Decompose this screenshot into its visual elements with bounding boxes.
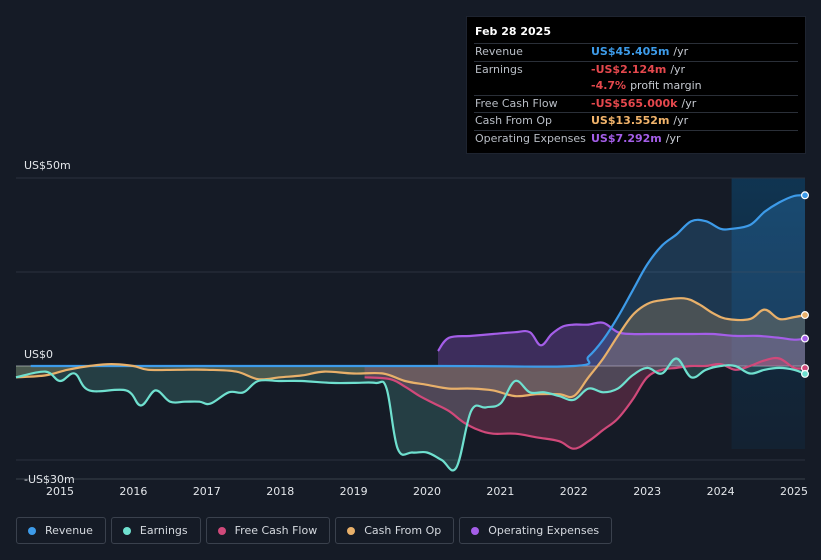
x-tick-label: 2025 bbox=[780, 485, 808, 498]
area-revenue bbox=[30, 195, 805, 367]
legend-dot-icon bbox=[28, 526, 36, 535]
legend-dot-icon bbox=[347, 526, 356, 535]
tooltip-label: Revenue bbox=[475, 45, 523, 58]
y-axis-label: -US$30m bbox=[24, 473, 75, 486]
line-revenue bbox=[30, 194, 806, 368]
x-tick-label: 2017 bbox=[193, 485, 221, 498]
endpoint-operating-expenses bbox=[800, 334, 809, 343]
line-operating-expenses bbox=[437, 321, 806, 352]
legend-label: Revenue bbox=[45, 524, 93, 537]
x-tick-label: 2023 bbox=[633, 485, 661, 498]
area-cash-from-op bbox=[16, 298, 805, 398]
area-free-cash-flow bbox=[364, 358, 805, 449]
x-tick-label: 2020 bbox=[413, 485, 441, 498]
x-tick-label: 2019 bbox=[340, 485, 368, 498]
tooltip-unit: profit margin bbox=[630, 79, 702, 92]
tooltip-unit: /yr bbox=[670, 62, 686, 76]
tooltip-row-cash-from-op: Cash From Op US$13.552m /yr bbox=[474, 112, 798, 130]
data-tooltip: Feb 28 2025 Revenue US$45.405m /yr Earni… bbox=[466, 16, 806, 154]
legend-dot-icon bbox=[122, 526, 131, 535]
line-cash-from-op bbox=[15, 297, 806, 399]
tooltip-value: US$13.552m bbox=[591, 114, 670, 127]
tooltip-value: -4.7% bbox=[591, 79, 627, 92]
tooltip-unit: /yr bbox=[665, 131, 681, 145]
tooltip-label: Cash From Op bbox=[475, 114, 553, 127]
endpoint-earnings bbox=[800, 369, 809, 378]
tooltip-label: Earnings bbox=[475, 62, 523, 76]
line-earnings bbox=[15, 357, 806, 472]
y-axis-label: US$0 bbox=[24, 348, 53, 361]
legend-label: Operating Expenses bbox=[488, 524, 600, 537]
tooltip-value: -US$2.124m bbox=[591, 62, 667, 76]
tooltip-unit: /yr bbox=[681, 96, 697, 110]
x-tick-label: 2022 bbox=[560, 485, 588, 498]
x-tick-label: 2016 bbox=[119, 485, 147, 498]
legend-label: Cash From Op bbox=[364, 524, 442, 537]
area-earnings bbox=[16, 358, 805, 471]
tooltip-row-operating-expenses: Operating Expenses US$7.292m /yr bbox=[474, 129, 798, 148]
tooltip-row-profit-margin: -4.7% profit margin bbox=[474, 78, 798, 95]
endpoint-revenue bbox=[800, 191, 809, 200]
legend-label: Earnings bbox=[139, 524, 188, 537]
tooltip-value: US$45.405m bbox=[591, 45, 670, 58]
tooltip-unit: /yr bbox=[673, 114, 689, 127]
x-tick-label: 2015 bbox=[46, 485, 74, 498]
tooltip-value: -US$565.000k bbox=[591, 96, 678, 110]
legend-label: Free Cash Flow bbox=[234, 524, 318, 537]
tooltip-unit: /yr bbox=[673, 45, 689, 58]
tooltip-row-earnings: Earnings -US$2.124m /yr bbox=[474, 60, 798, 79]
legend-dot-icon bbox=[217, 526, 226, 535]
x-tick-label: 2018 bbox=[266, 485, 294, 498]
tooltip-row-revenue: Revenue US$45.405m /yr bbox=[474, 43, 798, 61]
tooltip-row-free-cash-flow: Free Cash Flow -US$565.000k /yr bbox=[474, 94, 798, 113]
tooltip-label: Operating Expenses bbox=[475, 131, 586, 145]
legend-item-cash-from-op[interactable]: Cash From Op bbox=[335, 517, 455, 544]
tooltip-date: Feb 28 2025 bbox=[475, 25, 551, 38]
endpoint-cash-from-op bbox=[800, 311, 809, 320]
line-free-cash-flow bbox=[364, 356, 806, 450]
x-tick-label: 2024 bbox=[707, 485, 735, 498]
forecast-highlight-region bbox=[731, 178, 805, 449]
x-tick-label: 2021 bbox=[486, 485, 514, 498]
legend-dot-icon bbox=[471, 526, 480, 535]
legend-item-earnings[interactable]: Earnings bbox=[110, 517, 201, 544]
legend-item-revenue[interactable]: Revenue bbox=[16, 517, 106, 544]
y-axis-label: US$50m bbox=[24, 159, 71, 172]
tooltip-value: US$7.292m bbox=[591, 131, 662, 145]
tooltip-label: Free Cash Flow bbox=[475, 96, 558, 110]
legend-item-free-cash-flow[interactable]: Free Cash Flow bbox=[205, 517, 331, 544]
legend-item-operating-expenses[interactable]: Operating Expenses bbox=[459, 517, 613, 544]
chart-legend: Revenue Earnings Free Cash Flow Cash Fro… bbox=[16, 517, 613, 544]
